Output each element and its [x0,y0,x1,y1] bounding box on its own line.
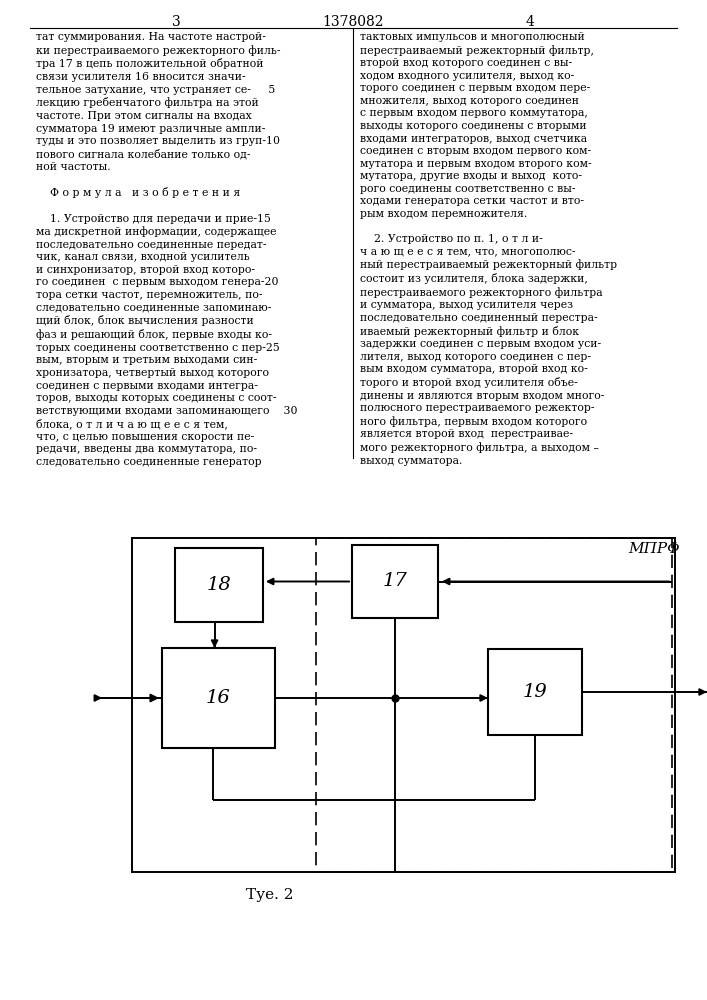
Text: 16: 16 [206,689,231,707]
Text: 4: 4 [525,15,534,29]
Text: МПРΦ: МПРΦ [628,542,679,556]
Bar [162,648,275,748]
Text: 1378082: 1378082 [322,15,384,29]
Text: тактовых импульсов и многополюсный
перестраиваемый режекторный фильтр,
второй вх: тактовых импульсов и многополюсный перес… [360,32,617,466]
Bar [488,649,582,735]
Bar [316,538,672,872]
Bar [352,545,438,618]
Bar [132,538,675,872]
Bar [175,548,263,622]
Text: тат суммирования. На частоте настрой-
ки перестраиваемого режекторного филь-
тра: тат суммирования. На частоте настрой- ки… [36,32,298,467]
Text: 18: 18 [206,576,231,594]
Text: 3: 3 [172,15,180,29]
Text: 17: 17 [382,572,407,590]
Text: Τуе. 2: Τуе. 2 [246,888,293,902]
Text: 19: 19 [522,683,547,701]
